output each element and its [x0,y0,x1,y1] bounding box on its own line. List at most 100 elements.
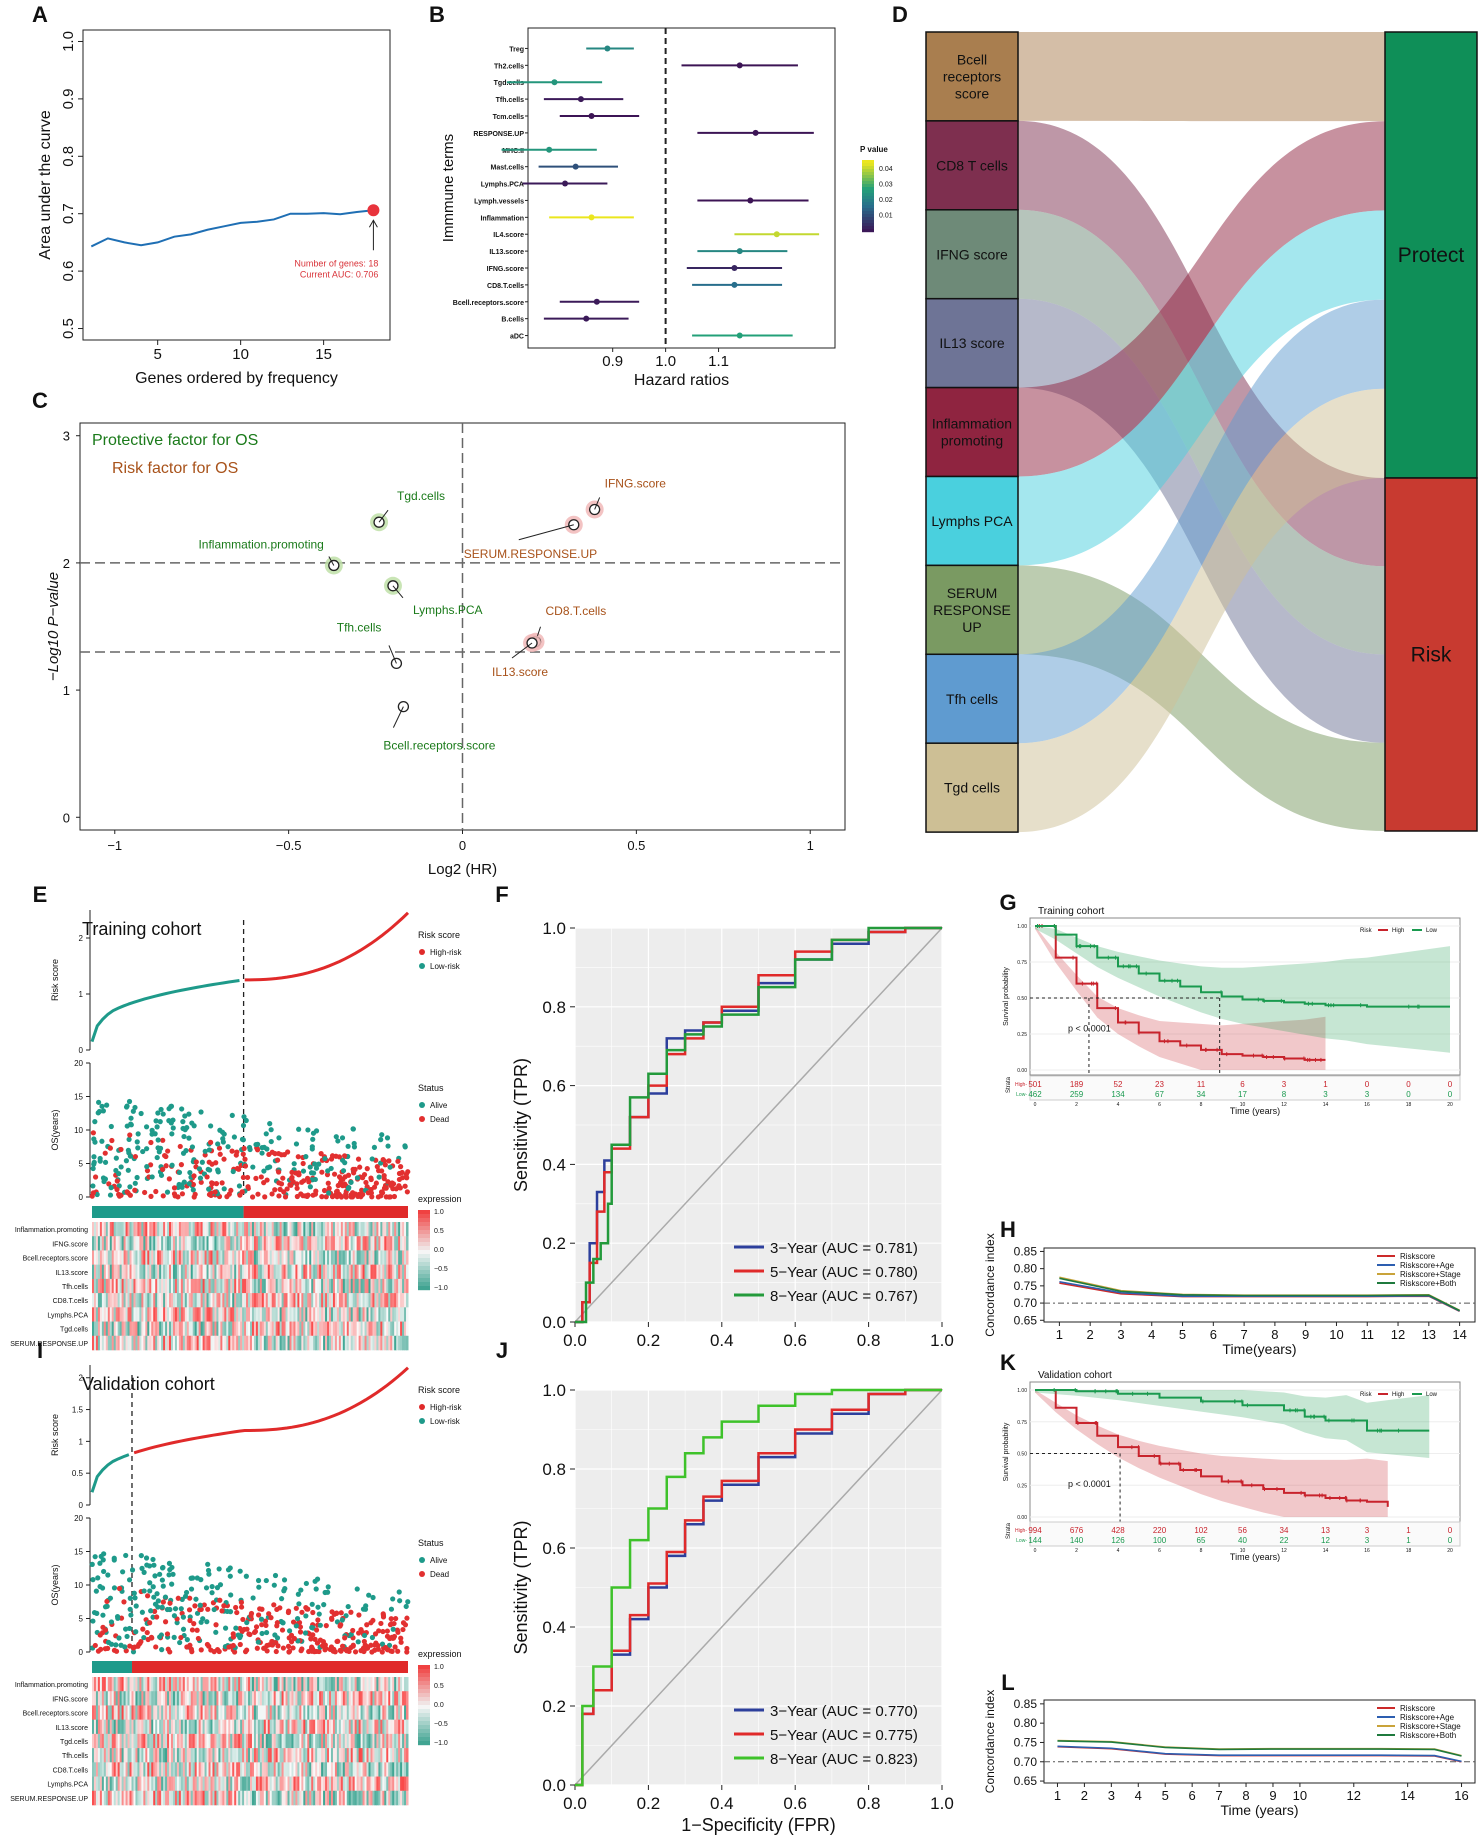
heatmap-cell [184,1790,188,1806]
heatmap-cell [133,1677,136,1692]
heatmap-cell [125,1790,129,1806]
term-label: RESPONSE.UP [473,131,524,138]
heatmap-cell [358,1733,362,1749]
heatmap-cell [119,1307,123,1322]
heatmap-cell [188,1264,192,1280]
os-point [157,1119,163,1125]
heatmap-cell [406,1677,409,1692]
heatmap-cell [115,1776,119,1792]
os-point [318,1151,324,1157]
heatmap-cell [206,1776,210,1792]
heatmap-cell [400,1691,403,1706]
heatmap-cell [176,1776,180,1792]
heatmap-cell [115,1677,119,1692]
legend-high-dot [419,949,425,955]
heatmap-cell [329,1307,332,1322]
term-label: Lymphs.PCA [481,182,524,189]
colorbar-segment [862,205,874,209]
heatmap-cell [374,1776,377,1792]
heatmap-cell [265,1719,269,1735]
heatmap-cell [340,1748,344,1763]
heatmap-cell [354,1776,358,1792]
os-point [151,1594,157,1600]
y-tick-label: 0.85 [1014,1244,1038,1258]
heatmap-cell [346,1776,350,1792]
heatmap-cell [145,1790,148,1806]
heatmap-cell [169,1677,172,1692]
heatmap-cell [315,1236,318,1251]
heatmap-cell [311,1250,314,1265]
os-point [250,1164,256,1170]
heatmap-cell [253,1278,257,1294]
heatmap-cell [210,1222,213,1237]
heatmap-cell [321,1762,324,1777]
heatmap-cell [157,1307,160,1322]
heatmap-cell [238,1307,241,1322]
heatmap-cell [406,1222,409,1237]
heatmap-cell [390,1719,393,1735]
os-point [386,1158,392,1164]
heatmap-cell [332,1307,336,1322]
os-point [326,1185,332,1191]
os-point [368,1642,374,1648]
heatmap-cell [230,1278,233,1294]
heatmap-cell [279,1278,283,1294]
heatmap-cell [269,1762,273,1777]
hr-point [736,332,743,339]
os-point [197,1602,203,1608]
heatmap-cell [212,1776,215,1792]
os-point [175,1194,181,1200]
heatmap-cell [190,1307,194,1322]
heatmap-cell [313,1264,316,1280]
heatmap-cell [182,1705,186,1720]
heatmap-cell [127,1776,131,1792]
heatmap-cell [360,1748,364,1763]
heatmap-cell [291,1705,294,1720]
heatmap-cell [378,1278,381,1294]
heatmap-cell [169,1293,172,1308]
heatmap-cell [153,1250,156,1265]
heatmap-cell [398,1293,401,1308]
heatmap-cell [163,1250,166,1265]
x-tick-label: 12 [1347,1788,1361,1803]
heatmap-cell [129,1264,132,1280]
heatmap-cell [131,1307,134,1322]
heatmap-cell [289,1733,292,1749]
heatmap-cell [129,1705,132,1720]
os-point [240,1616,246,1623]
os-point [92,1139,98,1145]
group-bar-high [131,1661,408,1673]
heatmap-cell [402,1790,405,1806]
heatmap-cell [336,1293,340,1308]
os-point [215,1167,221,1173]
os-point [186,1607,193,1613]
heatmap-cell [171,1264,174,1280]
heatmap-cell [139,1250,142,1265]
heatmap-cell [380,1236,383,1251]
heatmap-cell [344,1222,348,1237]
heatmap-cell [374,1264,377,1280]
heatmap-cell [250,1705,253,1720]
heatmap-cell [277,1321,281,1337]
os-point [219,1129,226,1135]
heatmap-cell [263,1691,267,1706]
y-tick-label: 0.65 [1014,1774,1038,1788]
os-point [159,1647,165,1653]
heatmap-cell [356,1307,360,1322]
heatmap-cell [342,1278,346,1294]
heatmap-cell [172,1335,176,1351]
heatmap-cell [277,1790,281,1806]
heatmap-cell [390,1307,393,1322]
heatmap-cell [307,1278,310,1294]
x-tick-label: 2 [1087,1327,1094,1342]
expression-colorbar-segment [418,1242,430,1247]
heatmap-cell [115,1719,119,1735]
panel-letter-K: K [1000,1350,1016,1375]
heatmap-cell [143,1719,146,1735]
heatmap-cell [220,1748,223,1763]
heatmap-cell [153,1677,156,1692]
os-point [369,1156,375,1162]
heatmap-cell [117,1762,121,1777]
heatmap-cell [382,1307,385,1322]
os-point [303,1154,309,1160]
